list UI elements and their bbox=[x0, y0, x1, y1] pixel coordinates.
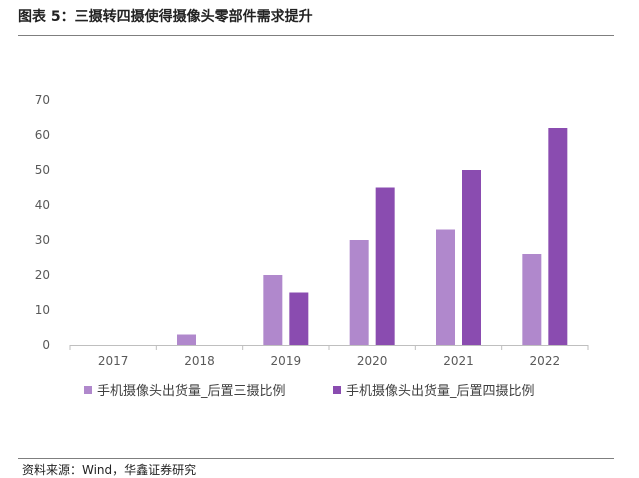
legend-item-series2: 手机摄像头出货量_后置四摄比例 bbox=[333, 380, 535, 399]
bar-2018-series1 bbox=[177, 334, 196, 345]
y-tick-label: 40 bbox=[35, 198, 50, 212]
legend: 手机摄像头出货量_后置三摄比例 手机摄像头出货量_后置四摄比例 bbox=[0, 380, 639, 400]
y-tick-label: 60 bbox=[35, 128, 50, 142]
figure-title: 图表 5：三摄转四摄使得摄像头零部件需求提升 bbox=[18, 9, 313, 25]
bar-2021-series2 bbox=[462, 170, 481, 345]
y-axis-ticks: 0 10 20 30 40 50 60 70 bbox=[35, 93, 50, 352]
bar-2022-series2 bbox=[548, 128, 568, 345]
footer-divider bbox=[18, 458, 614, 459]
x-tick-label: 2019 bbox=[271, 354, 302, 368]
x-tick-label: 2017 bbox=[98, 354, 129, 368]
bars bbox=[177, 128, 568, 345]
legend-swatch-series2 bbox=[333, 385, 341, 394]
y-tick-label: 70 bbox=[35, 93, 50, 107]
y-tick-label: 20 bbox=[35, 268, 50, 282]
x-tick-label: 2022 bbox=[530, 354, 561, 368]
x-tick-label: 2021 bbox=[443, 354, 474, 368]
y-tick-label: 30 bbox=[35, 233, 50, 247]
legend-item-series1: 手机摄像头出货量_后置三摄比例 bbox=[84, 380, 286, 399]
title-divider bbox=[18, 35, 614, 36]
x-axis-ticks: 2017 2018 2019 2020 2021 2022 bbox=[69, 345, 589, 368]
bar-2019-series1 bbox=[263, 275, 283, 345]
y-tick-label: 50 bbox=[35, 163, 50, 177]
bar-2021-series1 bbox=[436, 229, 455, 345]
bar-2020-series1 bbox=[349, 240, 369, 345]
y-tick-label: 0 bbox=[42, 338, 50, 352]
legend-label-series2: 手机摄像头出货量_后置四摄比例 bbox=[346, 384, 535, 399]
bar-2020-series2 bbox=[375, 187, 395, 345]
bar-2022-series1 bbox=[522, 254, 542, 345]
y-tick-label: 10 bbox=[35, 303, 50, 317]
bar-chart: 0 10 20 30 40 50 60 70 2017 2018 2019 2020 2021 2022 bbox=[35, 93, 589, 368]
source-note: 资料来源：Wind，华鑫证券研究 bbox=[22, 463, 197, 477]
bar-2019-series2 bbox=[289, 292, 309, 345]
x-tick-label: 2018 bbox=[184, 354, 215, 368]
legend-label-series1: 手机摄像头出货量_后置三摄比例 bbox=[97, 384, 286, 399]
legend-swatch-series1 bbox=[84, 385, 92, 394]
x-tick-label: 2020 bbox=[357, 354, 388, 368]
